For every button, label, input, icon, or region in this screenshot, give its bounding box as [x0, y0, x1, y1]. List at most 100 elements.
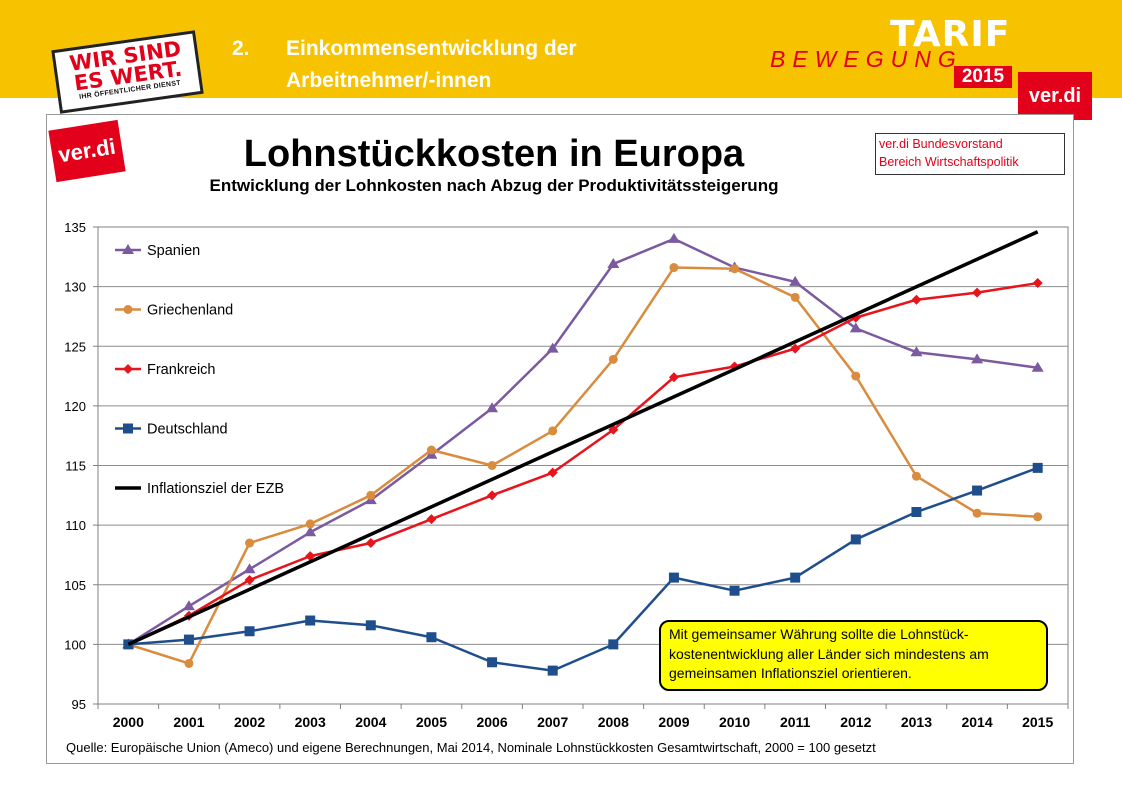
x-tick-label: 2002	[234, 714, 265, 730]
data-point	[668, 572, 679, 583]
data-point	[305, 519, 315, 529]
data-point	[486, 402, 499, 413]
data-point	[426, 514, 437, 525]
data-point	[365, 620, 376, 631]
data-point	[1031, 361, 1044, 372]
data-point	[972, 287, 983, 298]
legend-marker	[122, 244, 134, 254]
data-point	[910, 346, 923, 357]
legend-label: Spanien	[147, 243, 200, 259]
series-line	[127, 237, 1038, 646]
x-tick-label: 2007	[537, 714, 568, 730]
data-point	[911, 507, 922, 518]
legend-label: Frankreich	[147, 362, 216, 378]
callout-note: Mit gemeinsamer Währung sollte die Lohns…	[659, 620, 1048, 691]
verdi-logo: ver.di	[1018, 72, 1092, 120]
data-point	[608, 639, 619, 650]
legend-label: Inflationsziel der EZB	[147, 481, 284, 497]
x-tick-label: 2015	[1022, 714, 1053, 730]
data-point	[304, 526, 317, 537]
chart-title: Lohnstückkosten in Europa	[243, 133, 745, 175]
data-point	[850, 534, 861, 545]
data-point	[851, 371, 861, 381]
data-point	[426, 445, 436, 455]
x-tick-label: 2003	[295, 714, 326, 730]
data-point	[669, 263, 679, 273]
data-point	[1032, 462, 1043, 473]
data-point	[972, 485, 983, 496]
legend-marker	[123, 423, 133, 434]
data-point	[789, 275, 802, 286]
data-point	[790, 292, 800, 302]
source-box: ver.di Bundesvorstand Bereich Wirtschaft…	[875, 133, 1065, 175]
campaign-title: TARIF	[890, 14, 1011, 55]
series-line	[127, 230, 1039, 646]
x-tick-label: 2005	[416, 714, 447, 730]
data-point	[244, 574, 255, 585]
data-point	[667, 232, 680, 243]
data-point	[487, 657, 498, 668]
y-tick-label: 95	[72, 697, 86, 712]
section-title-line-1: Einkommensentwicklung der	[286, 37, 577, 60]
y-tick-label: 130	[64, 280, 86, 295]
source-box-line-1: ver.di Bundesvorstand	[879, 137, 1003, 151]
x-tick-label: 2001	[173, 714, 204, 730]
x-tick-label: 2008	[598, 714, 629, 730]
data-point	[911, 471, 921, 481]
data-point	[305, 615, 316, 626]
source-box-line-2: Bereich Wirtschaftspolitik	[879, 155, 1019, 169]
data-point	[911, 294, 922, 305]
campaign-subtitle: BEWEGUNG	[770, 46, 963, 72]
x-tick-label: 2010	[719, 714, 750, 730]
x-tick-label: 2004	[355, 714, 386, 730]
data-point	[1033, 512, 1043, 522]
y-tick-label: 120	[64, 399, 86, 414]
data-point	[426, 632, 437, 643]
data-point	[608, 354, 618, 364]
data-point	[548, 426, 558, 436]
data-point	[1032, 278, 1043, 289]
data-point	[971, 353, 984, 364]
data-point	[243, 563, 256, 574]
data-point	[183, 634, 194, 645]
data-point	[729, 585, 740, 596]
section-number: 2.	[232, 37, 250, 60]
y-tick-label: 115	[65, 459, 86, 474]
x-tick-label: 2011	[780, 714, 811, 730]
data-point	[547, 665, 558, 676]
series-line	[128, 466, 1039, 672]
data-point	[972, 508, 982, 518]
series-line	[127, 281, 1038, 646]
legend-label: Deutschland	[147, 422, 228, 438]
legend-marker	[123, 364, 133, 374]
y-tick-label: 110	[65, 518, 86, 533]
y-tick-label: 125	[64, 339, 86, 354]
data-point	[790, 343, 801, 354]
campaign-year: 2015	[954, 66, 1012, 88]
data-point	[487, 490, 498, 501]
x-tick-label: 2000	[113, 714, 144, 730]
data-point	[184, 658, 194, 668]
data-point	[244, 626, 255, 637]
series-line	[127, 266, 1038, 665]
data-point	[366, 490, 376, 500]
section-title-line-2: Arbeitnehmer/-innen	[286, 69, 492, 92]
data-point	[547, 467, 558, 478]
data-point	[607, 257, 620, 268]
x-tick-label: 2013	[901, 714, 932, 730]
data-point	[487, 461, 497, 470]
x-tick-label: 2014	[961, 714, 992, 730]
source-footnote: Quelle: Europäische Union (Ameco) und ei…	[66, 740, 876, 755]
data-point	[182, 600, 195, 611]
data-point	[245, 538, 255, 548]
legend-label: Griechenland	[147, 303, 233, 319]
data-point	[305, 551, 316, 562]
data-point	[849, 322, 862, 333]
data-point	[730, 264, 740, 274]
legend-marker	[123, 305, 133, 314]
y-tick-label: 105	[64, 578, 86, 593]
y-tick-label: 135	[64, 220, 86, 235]
y-tick-label: 100	[64, 637, 86, 652]
data-point	[790, 572, 801, 583]
x-tick-label: 2006	[476, 714, 507, 730]
